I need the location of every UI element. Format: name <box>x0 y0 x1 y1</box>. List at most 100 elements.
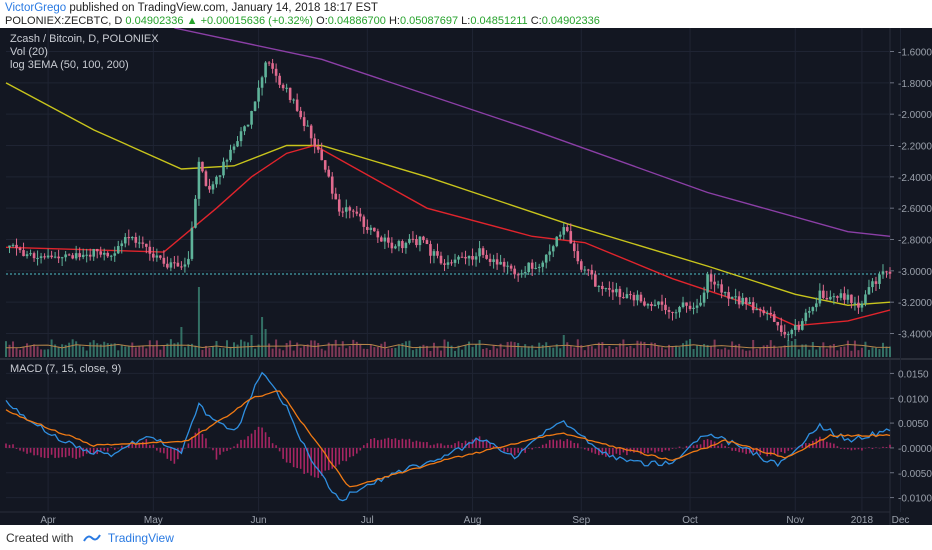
macd-histogram-bar <box>320 447 323 476</box>
macd-histogram-bar <box>559 439 562 448</box>
candle <box>236 136 239 148</box>
volume-bar <box>43 349 46 357</box>
macd-histogram-bar <box>394 438 397 448</box>
candle <box>113 246 117 262</box>
macd-histogram-bar <box>338 447 341 465</box>
volume-bar <box>271 348 274 357</box>
macd-histogram-bar <box>229 447 232 450</box>
volume-bar <box>75 341 78 357</box>
volume-bar <box>401 343 404 357</box>
tradingview-brand[interactable]: TradingView <box>107 531 174 545</box>
candle <box>776 321 780 331</box>
ema200-line <box>174 27 891 238</box>
candle-body <box>720 284 723 293</box>
candle <box>173 256 176 269</box>
macd-histogram-bar <box>657 447 660 452</box>
volume-bar <box>369 344 372 357</box>
volume-bar <box>36 346 39 357</box>
candle <box>201 161 204 173</box>
candle-body <box>299 110 302 118</box>
chart-svg[interactable]: Apr May Jun Jul Aug Sep Oct Nov Dec 2018 -1.6000 -1… <box>0 27 932 526</box>
macd-histogram-bar <box>50 447 53 455</box>
candle-body <box>772 314 776 322</box>
volume-bar <box>573 347 576 357</box>
volume-bar <box>261 317 264 357</box>
volume-bar <box>650 342 653 357</box>
candle <box>145 243 148 254</box>
volume-bar <box>632 348 635 357</box>
candle <box>601 281 604 296</box>
volume-bar <box>383 341 386 357</box>
macd-histogram-bar <box>748 447 751 454</box>
macd-histogram-bar <box>433 444 435 448</box>
volume-bar <box>138 346 141 357</box>
volume-bar <box>517 342 520 357</box>
volume-bar <box>313 340 316 357</box>
candle-body <box>260 77 264 88</box>
candle-body <box>215 176 218 185</box>
candle-body <box>744 297 748 305</box>
candle-body <box>846 294 850 300</box>
candle <box>730 296 734 300</box>
candle-body <box>629 294 632 296</box>
volume-bar <box>19 349 22 357</box>
macd-histogram-bar <box>180 447 183 453</box>
candle <box>359 207 362 222</box>
candle <box>25 250 29 259</box>
candle <box>685 302 688 313</box>
price-tick-label: -2.8000 <box>898 236 932 247</box>
chart-area[interactable]: Apr May Jun Jul Aug Sep Oct Nov Dec 2018 -1.6000 -1… <box>0 27 932 526</box>
candle <box>36 250 39 266</box>
candle <box>50 250 53 259</box>
macd-histogram-bar <box>215 447 218 460</box>
candle-body <box>313 138 316 147</box>
x-tick-label: Dec <box>892 515 910 525</box>
volume-bar <box>682 343 685 357</box>
macd-histogram-bar <box>64 447 67 458</box>
volume-bar <box>590 346 593 357</box>
macd-histogram-bar <box>285 447 288 463</box>
price-tick-label: -2.2000 <box>898 142 932 153</box>
candle <box>271 58 274 74</box>
candle <box>64 251 67 262</box>
volume-bar <box>604 348 607 357</box>
macd-histogram-bar <box>370 438 372 448</box>
volume-bar <box>762 345 765 357</box>
macd-histogram-bar <box>401 438 404 448</box>
macd-histogram-bar <box>440 443 442 448</box>
candle-body <box>565 227 569 232</box>
author-link[interactable]: VictorGrego <box>5 2 67 14</box>
volume-bar <box>496 348 499 357</box>
volume-bar <box>348 346 351 357</box>
volume-bar <box>808 349 811 357</box>
candle-body <box>53 256 57 258</box>
high-label: H: <box>388 15 400 27</box>
ema100-line <box>5 82 891 307</box>
candle <box>699 295 702 307</box>
macd-histogram-bar <box>296 447 298 469</box>
candle-body <box>888 271 892 274</box>
price-tick-label: -3.4000 <box>898 330 932 341</box>
candle <box>176 255 180 267</box>
candle-body <box>779 325 783 332</box>
candle-body <box>467 255 471 259</box>
candle-body <box>390 242 394 249</box>
volume-bar <box>222 348 225 357</box>
volume-bar <box>804 344 807 357</box>
macd-histogram-bar <box>699 444 702 448</box>
macd-histogram-bar <box>875 447 877 448</box>
candle-body <box>239 131 243 142</box>
volume-bar <box>846 340 849 357</box>
candle <box>323 160 327 173</box>
candle <box>60 256 64 267</box>
volume-bar <box>99 344 102 357</box>
macd-histogram-bar <box>240 439 242 448</box>
macd-histogram-bar <box>47 447 49 458</box>
macd-histogram-bar <box>43 447 46 458</box>
macd-histogram-bar <box>387 437 390 448</box>
macd-histogram-bar <box>727 447 730 448</box>
candle <box>646 302 650 309</box>
candle-body <box>351 210 355 212</box>
price-tick-label: -2.4000 <box>898 173 932 184</box>
price-tick-label: -3.0000 <box>898 267 932 278</box>
